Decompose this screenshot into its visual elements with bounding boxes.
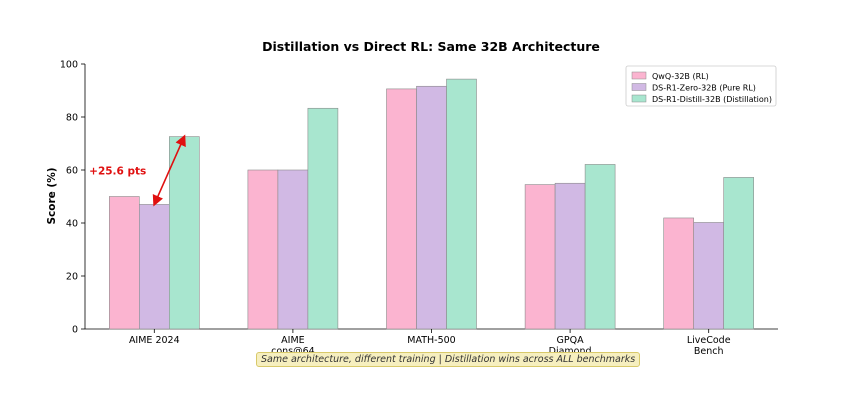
bar [416,85,447,330]
bar [169,136,200,330]
x-tick-label: Bench [694,346,724,357]
bar [277,169,309,330]
bar [723,177,755,330]
legend-swatch [631,71,647,80]
y-tick-label: 40 [66,219,78,230]
x-tick-label: AIME [281,335,305,346]
legend-swatch [631,83,647,91]
y-tick-label: 100 [60,60,78,71]
x-tick-label: MATH-500 [407,335,455,346]
legend-label: DS-R1-Zero-32B (Pure RL) [652,84,756,93]
bar [584,164,616,330]
bar [524,184,556,330]
y-tick-label: 80 [66,113,78,124]
x-tick-label: Diamond [549,346,592,357]
annotation-arrow [152,134,186,207]
bar [247,169,279,330]
y-tick-label: 60 [66,166,78,177]
y-tick-label: 20 [66,272,78,283]
legend-label: DS-R1-Distill-32B (Distillation) [652,95,772,104]
annotation-label: +25.6 pts [89,166,146,178]
bar [554,182,586,330]
bar [446,78,477,330]
legend-label: QwQ-32B (RL) [652,72,709,81]
bar [307,107,339,330]
y-axis-label: Score (%) [46,167,58,224]
bar [109,196,140,330]
legend-box [625,65,777,107]
plot-area: 0 20 40 60 80 100 AIME 2024 AIMEcons@64 MATH-500… [60,60,778,357]
x-tick-label: AIME 2024 [129,335,180,346]
legend-swatch [631,94,647,103]
bar [663,217,695,330]
x-tick-label: GPQA [557,335,585,346]
y-tick-label: 0 [72,325,78,336]
bar [386,88,417,330]
bar [139,204,170,330]
caption: Same architecture, different training | … [256,352,641,367]
chart-title: Distillation vs Direct RL: Same 32B Arch… [262,39,600,54]
x-tick-label: cons@64 [271,346,315,357]
bar [693,222,725,330]
x-tick-label: LiveCode [687,335,731,346]
